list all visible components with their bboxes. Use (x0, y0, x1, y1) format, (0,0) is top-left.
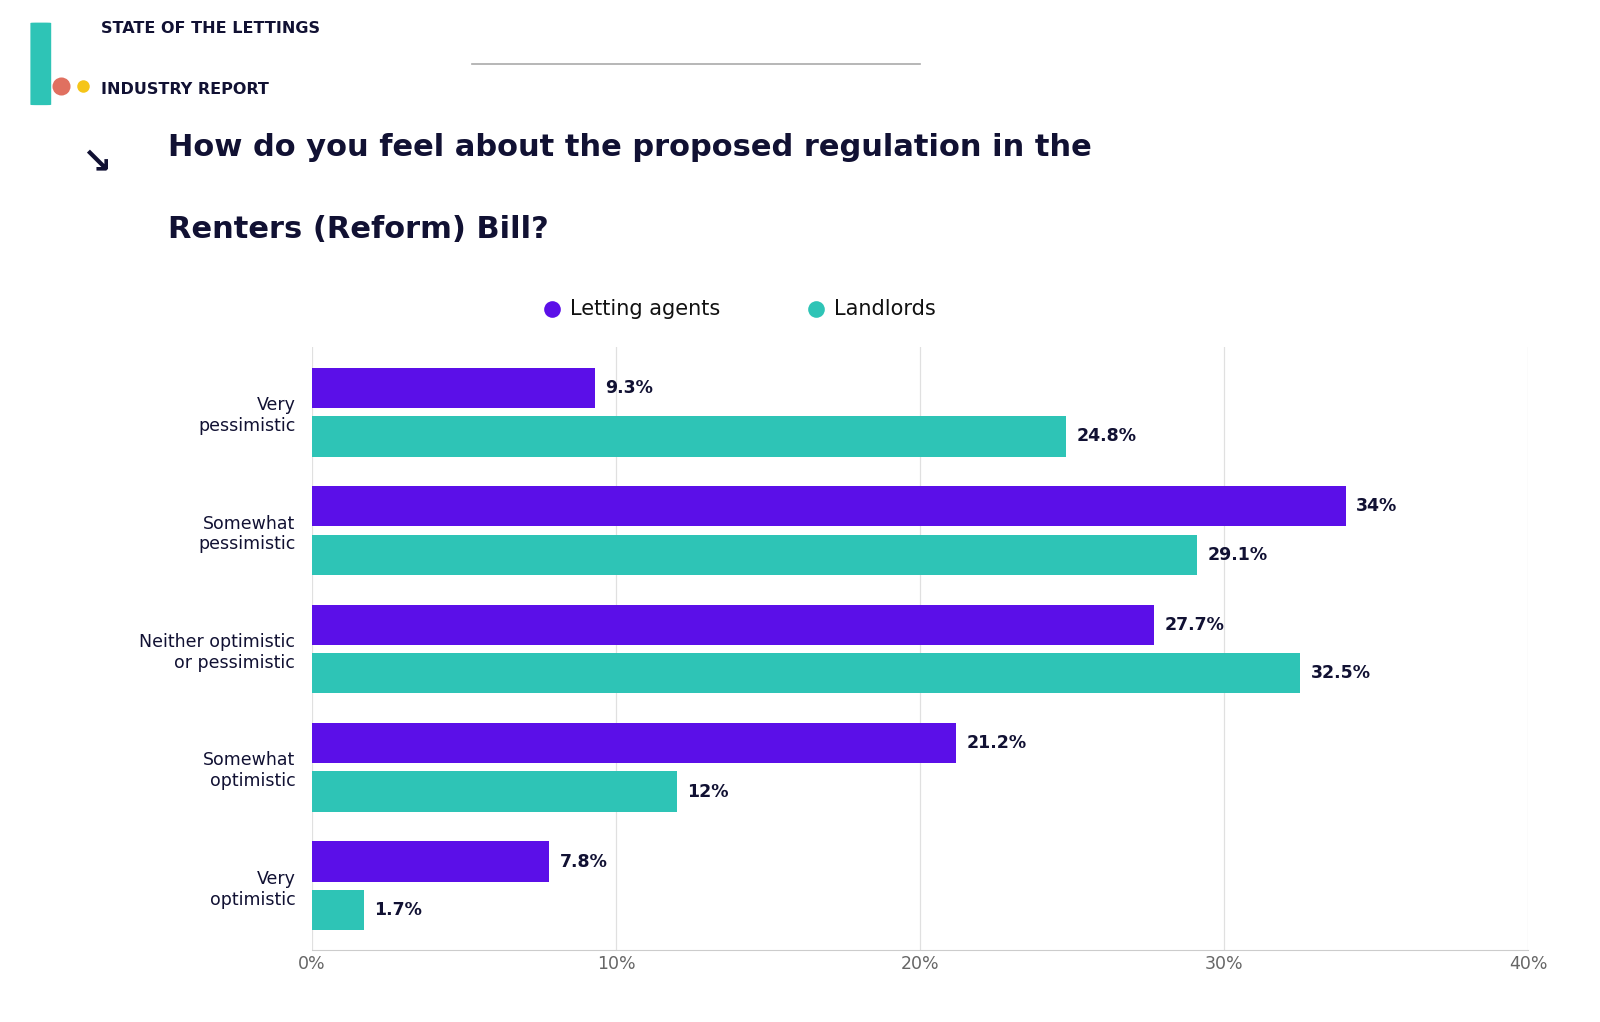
Bar (312, 723, 957, 763)
Text: How do you feel about the proposed regulation in the: How do you feel about the proposed regul… (168, 133, 1091, 161)
Text: 1.7%: 1.7% (374, 901, 422, 919)
Text: Letting agents: Letting agents (570, 299, 720, 319)
Text: STATE OF THE LETTINGS: STATE OF THE LETTINGS (101, 20, 320, 36)
Bar (312, 416, 1066, 457)
FancyBboxPatch shape (30, 22, 51, 105)
Text: Landlords: Landlords (834, 299, 936, 319)
Text: 12%: 12% (688, 783, 730, 800)
Text: 29.1%: 29.1% (1208, 546, 1267, 564)
Bar (312, 653, 1299, 693)
Text: 34%: 34% (1357, 498, 1397, 515)
Bar (312, 841, 549, 882)
Text: 27.7%: 27.7% (1165, 615, 1224, 634)
Text: INDUSTRY REPORT: INDUSTRY REPORT (101, 82, 269, 97)
Text: 24.8%: 24.8% (1077, 427, 1136, 446)
Bar (312, 772, 677, 811)
Bar (312, 890, 363, 930)
Bar (312, 368, 595, 408)
Text: ↘: ↘ (82, 147, 112, 181)
Bar (312, 605, 1154, 645)
Text: 21.2%: 21.2% (966, 734, 1027, 752)
Bar (312, 486, 1346, 526)
Bar (312, 535, 1197, 575)
Text: 32.5%: 32.5% (1310, 664, 1371, 683)
Text: 7.8%: 7.8% (560, 852, 608, 871)
Text: 9.3%: 9.3% (605, 379, 653, 397)
Text: Renters (Reform) Bill?: Renters (Reform) Bill? (168, 215, 549, 244)
